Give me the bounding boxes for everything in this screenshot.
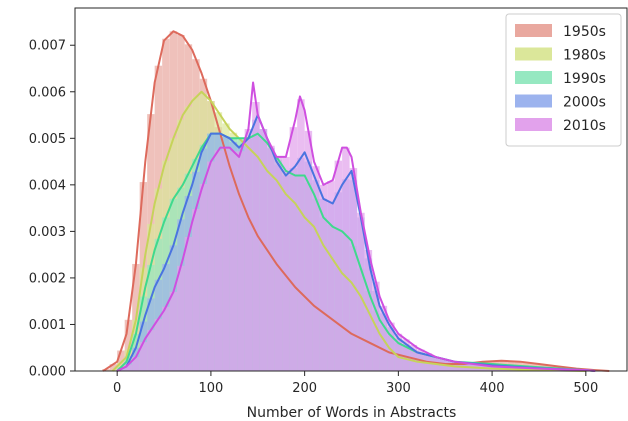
legend-swatch [515, 47, 552, 61]
histogram-bar [117, 350, 125, 371]
legend-label: 2010s [563, 118, 606, 134]
bars-2010s [117, 99, 590, 371]
histogram-bar [184, 236, 193, 371]
histogram-bar [192, 209, 200, 371]
kde-line-1950s [102, 30, 610, 372]
y-tick-label: 0.004 [29, 178, 66, 193]
legend-label: 2000s [563, 95, 606, 111]
histogram-bar [229, 151, 238, 371]
y-tick-label: 0.006 [29, 85, 66, 100]
histogram-bar [402, 339, 410, 371]
plot-frame [74, 7, 628, 372]
histogram-bar [297, 99, 305, 371]
histogram-bar [342, 147, 350, 371]
y-axis: 0.000 0.001 0.002 0.003 0.004 0.005 0.006 0.007 [29, 39, 75, 380]
histogram-bar [207, 161, 215, 371]
y-tick-label: 0.000 [29, 365, 66, 380]
legend-box [505, 13, 622, 147]
x-tick-label: 0 [113, 381, 121, 396]
y-tick-label: 0.007 [29, 39, 66, 54]
histogram-bar [132, 357, 140, 371]
y-tick-label: 0.001 [29, 318, 66, 333]
histogram-bar [169, 291, 178, 371]
x-tick-label: 500 [573, 381, 598, 396]
histogram-bar [327, 181, 335, 371]
legend: 1950s 1980s 1990s 2000s 2010s [505, 13, 622, 147]
legend-swatch [515, 71, 552, 84]
legend-swatch [515, 94, 552, 108]
histogram-bar [154, 318, 163, 371]
histogram-bar [199, 183, 208, 371]
kde-line-2000s [116, 114, 596, 372]
kde-curves [102, 30, 610, 372]
histogram-bar [244, 129, 253, 371]
histogram-bar [109, 364, 118, 371]
kde-line-1980s [111, 90, 586, 372]
legend-label: 1990s [563, 71, 606, 87]
legend-swatch [515, 118, 552, 131]
y-tick-label: 0.002 [29, 271, 66, 286]
histogram-bar [289, 127, 298, 371]
legend-label: 1950s [563, 24, 606, 40]
histogram-bar [252, 102, 260, 371]
y-tick-label: 0.003 [29, 225, 66, 240]
legend-swatch [515, 24, 552, 37]
histogram-bar [147, 330, 155, 371]
histogram-bar [387, 322, 395, 371]
x-tick-label: 100 [198, 381, 223, 396]
histogram-bar [282, 156, 290, 371]
histogram-bar [237, 151, 245, 371]
histogram-bar [162, 306, 170, 371]
x-tick-label: 200 [292, 381, 317, 396]
histogram-bar [177, 265, 185, 371]
histogram-bar [334, 160, 343, 371]
histogram-bar [139, 342, 148, 371]
histogram-bar [259, 129, 268, 371]
histogram-bar [274, 156, 283, 371]
legend-label: 1980s [563, 48, 606, 64]
x-tick-label: 400 [480, 381, 505, 396]
histogram-bar [222, 147, 230, 371]
kde-line-2010s [116, 81, 596, 372]
histogram-bar [124, 364, 133, 371]
histogram-bar [267, 145, 275, 371]
histogram-bar [304, 130, 313, 371]
histogram-bar [394, 333, 403, 371]
x-tick-label: 300 [386, 381, 411, 396]
x-axis-title: Number of Words in Abstracts [247, 405, 457, 421]
histogram-bar [349, 168, 358, 371]
histogram-bar [357, 212, 365, 371]
histogram-bar [319, 184, 328, 371]
histogram-bar [312, 166, 320, 371]
histogram-bar [214, 150, 223, 371]
histogram-bar [124, 319, 133, 371]
x-axis: 0 100 200 300 400 500 [113, 371, 598, 396]
y-tick-label: 0.005 [29, 132, 66, 147]
